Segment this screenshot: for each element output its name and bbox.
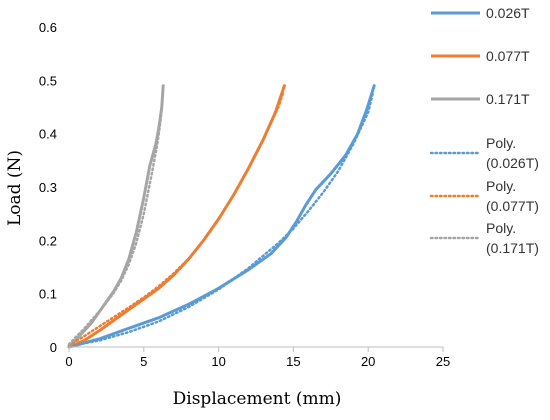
- y-tick-label: 0.5: [39, 73, 57, 88]
- x-tick-label: 15: [286, 354, 300, 369]
- legend: 0.026T 0.077T 0.171T Poly. (0.026T) Poly. (0.0…: [429, 5, 539, 256]
- legend-item: 0.171T: [431, 91, 530, 107]
- y-tick-label: 0.2: [39, 233, 57, 248]
- x-tick-label: 5: [140, 354, 147, 369]
- axes: 0 5 10 15 20 25 0 0.1 0.2 0.3 0.4 0.5 0.6: [39, 20, 450, 369]
- series-line-poly-0-077t: [67, 92, 285, 347]
- legend-item: 0.077T: [431, 48, 530, 64]
- legend-label: Poly. (0.171T): [486, 220, 539, 256]
- legend-label: 0.077T: [486, 48, 530, 64]
- x-tick-label: 0: [65, 354, 72, 369]
- y-tick-label: 0: [50, 340, 57, 355]
- plot-area: [67, 84, 376, 349]
- y-tick-label: 0.4: [39, 127, 57, 142]
- legend-item: Poly. (0.077T): [429, 178, 539, 214]
- series-line-poly-0-026t: [67, 92, 374, 348]
- y-axis-title: Load (N): [5, 150, 25, 226]
- y-tick-label: 0.6: [39, 20, 57, 35]
- x-tick-label: 10: [211, 354, 225, 369]
- series-line-0-171t: [67, 84, 165, 349]
- x-tick-label: 20: [361, 354, 375, 369]
- legend-label: 0.171T: [486, 91, 530, 107]
- legend-item: Poly. (0.026T): [429, 135, 539, 171]
- series-line-poly-0-171t: [67, 105, 164, 346]
- legend-item: 0.026T: [431, 5, 530, 21]
- y-tick-label: 0.1: [39, 287, 57, 302]
- legend-item: Poly. (0.171T): [429, 220, 539, 256]
- legend-label: 0.026T: [486, 5, 530, 21]
- legend-label: Poly. (0.077T): [486, 178, 539, 214]
- y-tick-label: 0.3: [39, 180, 57, 195]
- x-axis-title: Displacement (mm): [173, 389, 342, 409]
- legend-label: Poly. (0.026T): [486, 135, 539, 171]
- x-tick-label: 25: [436, 354, 450, 369]
